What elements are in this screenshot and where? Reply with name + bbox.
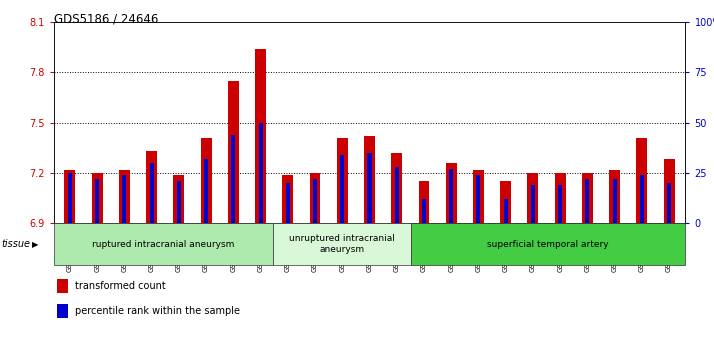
Bar xyxy=(391,153,402,223)
Bar xyxy=(609,170,620,223)
Bar xyxy=(531,185,535,223)
Text: ruptured intracranial aneurysm: ruptured intracranial aneurysm xyxy=(92,240,235,249)
Text: percentile rank within the sample: percentile rank within the sample xyxy=(75,306,240,316)
Bar xyxy=(201,138,211,223)
Bar xyxy=(368,153,371,223)
Bar xyxy=(231,135,236,223)
Bar xyxy=(228,81,238,223)
Bar xyxy=(54,223,273,265)
Bar xyxy=(255,49,266,223)
Bar xyxy=(95,179,99,223)
Bar xyxy=(585,179,590,223)
Bar xyxy=(582,173,593,223)
Text: unruptured intracranial
aneurysm: unruptured intracranial aneurysm xyxy=(289,234,395,254)
Bar xyxy=(636,138,648,223)
Bar xyxy=(558,185,562,223)
Bar xyxy=(411,223,685,265)
Bar xyxy=(91,173,103,223)
Bar xyxy=(149,163,154,223)
Bar xyxy=(57,279,68,293)
Bar xyxy=(64,170,76,223)
Bar xyxy=(476,175,481,223)
Text: ▶: ▶ xyxy=(32,240,39,249)
Bar xyxy=(640,175,644,223)
Bar xyxy=(68,173,72,223)
Bar xyxy=(501,181,511,223)
Text: GDS5186 / 24646: GDS5186 / 24646 xyxy=(54,13,158,26)
Bar xyxy=(473,170,484,223)
Bar xyxy=(395,167,399,223)
Bar xyxy=(177,181,181,223)
Bar xyxy=(337,138,348,223)
Bar xyxy=(258,122,263,223)
Bar xyxy=(503,199,508,223)
Bar xyxy=(204,159,208,223)
Bar xyxy=(273,223,411,265)
Bar xyxy=(555,173,565,223)
Bar xyxy=(340,155,344,223)
Bar xyxy=(449,169,453,223)
Bar xyxy=(418,181,429,223)
Bar xyxy=(174,175,184,223)
Bar xyxy=(313,179,317,223)
Bar xyxy=(286,183,290,223)
Bar xyxy=(613,179,617,223)
Bar xyxy=(446,163,457,223)
Bar xyxy=(146,151,157,223)
Bar xyxy=(364,136,375,223)
Bar xyxy=(282,175,293,223)
Bar xyxy=(422,199,426,223)
Bar xyxy=(119,170,130,223)
Bar xyxy=(663,159,675,223)
Bar xyxy=(57,304,68,318)
Bar xyxy=(122,175,126,223)
Bar xyxy=(528,173,538,223)
Bar xyxy=(310,173,321,223)
Text: superficial temporal artery: superficial temporal artery xyxy=(487,240,609,249)
Text: transformed count: transformed count xyxy=(75,281,166,291)
Text: tissue: tissue xyxy=(1,239,31,249)
Bar xyxy=(667,183,671,223)
